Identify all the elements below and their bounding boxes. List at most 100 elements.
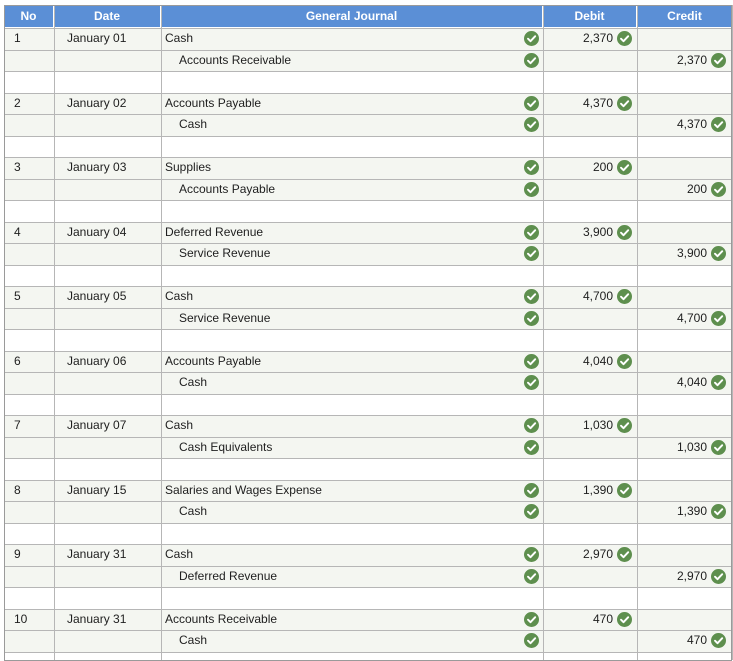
credit-account-field[interactable]: Deferred Revenue (179, 568, 278, 583)
row-divider (4, 157, 733, 158)
credit-amount-check-icon (711, 117, 726, 132)
debit-account-field[interactable]: Supplies (165, 160, 212, 174)
row-divider (4, 436, 733, 438)
credit-account-field[interactable]: Cash (179, 504, 208, 518)
row-divider (4, 522, 733, 524)
credit-account-field[interactable]: Cash (179, 117, 208, 131)
debit-account-field[interactable]: Cash (165, 418, 194, 432)
credit-amount-field[interactable]: 4,040 (676, 375, 707, 389)
entry-number: 8 (14, 482, 21, 497)
credit-amount-check-icon (711, 504, 726, 519)
row-divider (4, 92, 733, 94)
debit-account-check-icon (524, 224, 539, 240)
debit-amount-check-icon (617, 353, 632, 369)
row-background (4, 437, 732, 459)
debit-account-check-icon (524, 482, 539, 498)
debit-amount-check-icon (617, 160, 632, 175)
credit-amount-check-icon (711, 181, 726, 197)
credit-amount-check-icon (711, 633, 726, 648)
debit-amount-check-icon (617, 547, 632, 562)
row-background (4, 287, 732, 308)
debit-account-field[interactable]: Cash (165, 289, 194, 303)
header-debit: Debit (543, 5, 637, 27)
entry-date: January 31 (67, 547, 127, 561)
row-divider (4, 651, 733, 653)
row-background (4, 609, 732, 631)
entry-number: 6 (14, 353, 21, 368)
row-divider (4, 307, 733, 309)
credit-amount-field[interactable]: 1,030 (676, 439, 707, 454)
entry-date: January 15 (67, 482, 127, 497)
row-divider (4, 393, 733, 395)
header-date: Date (54, 5, 161, 27)
row-background (4, 308, 732, 330)
row-divider (4, 587, 733, 588)
credit-account-field[interactable]: Cash (179, 633, 208, 647)
credit-account-check-icon (524, 504, 539, 519)
debit-amount-field[interactable]: 4,700 (582, 289, 613, 303)
row-divider (4, 286, 733, 287)
row-background (4, 115, 732, 136)
column-divider (543, 5, 544, 660)
credit-account-field[interactable]: Service Revenue (179, 246, 271, 260)
column-divider (4, 5, 5, 660)
debit-account-field[interactable]: Deferred Revenue (165, 224, 264, 239)
debit-amount-field[interactable]: 2,370 (582, 31, 613, 45)
debit-amount-check-icon (617, 95, 632, 111)
debit-amount-field[interactable]: 4,040 (582, 353, 613, 368)
debit-account-check-icon (524, 289, 539, 304)
credit-amount-field[interactable]: 2,970 (676, 568, 707, 583)
row-divider (4, 264, 733, 266)
row-background (4, 50, 732, 72)
row-divider (4, 329, 733, 330)
debit-account-check-icon (524, 611, 539, 627)
debit-amount-check-icon (617, 224, 632, 240)
debit-amount-field[interactable]: 470 (592, 611, 613, 626)
debit-account-field[interactable]: Accounts Receivable (165, 611, 278, 626)
column-divider (637, 5, 638, 660)
row-divider (4, 372, 733, 373)
credit-account-check-icon (524, 568, 539, 584)
entry-date: January 04 (67, 224, 127, 239)
debit-account-field[interactable]: Cash (165, 31, 194, 45)
credit-amount-field[interactable]: 4,370 (676, 117, 707, 131)
credit-account-field[interactable]: Cash Equivalents (179, 439, 273, 454)
header-general-journal: General Journal (161, 5, 543, 27)
row-divider (4, 71, 733, 72)
debit-account-field[interactable]: Accounts Payable (165, 95, 262, 110)
credit-amount-field[interactable]: 470 (686, 633, 707, 647)
debit-amount-check-icon (617, 289, 632, 304)
credit-amount-field[interactable]: 200 (686, 181, 707, 196)
entry-number: 10 (14, 611, 28, 626)
row-divider (4, 608, 733, 610)
credit-account-check-icon (524, 633, 539, 648)
debit-amount-field[interactable]: 2,970 (582, 547, 613, 561)
row-background (4, 93, 732, 115)
row-divider (4, 565, 733, 567)
credit-amount-field[interactable]: 4,700 (676, 310, 707, 325)
debit-account-field[interactable]: Accounts Payable (165, 353, 262, 368)
debit-account-field[interactable]: Cash (165, 547, 194, 561)
entry-date: January 03 (67, 160, 127, 174)
credit-account-check-icon (524, 246, 539, 261)
debit-amount-field[interactable]: 3,900 (582, 224, 613, 239)
debit-account-field[interactable]: Salaries and Wages Expense (165, 482, 322, 497)
credit-amount-field[interactable]: 3,900 (676, 246, 707, 260)
credit-amount-field[interactable]: 1,390 (676, 504, 707, 518)
credit-account-field[interactable]: Accounts Payable (179, 181, 276, 196)
credit-amount-check-icon (711, 310, 726, 326)
debit-amount-field[interactable]: 1,030 (582, 418, 613, 432)
column-divider (161, 5, 162, 660)
credit-account-field[interactable]: Cash (179, 375, 208, 389)
debit-amount-field[interactable]: 4,370 (582, 95, 613, 110)
credit-account-field[interactable]: Service Revenue (179, 310, 271, 325)
entry-date: January 01 (67, 31, 127, 45)
debit-account-check-icon (524, 418, 539, 433)
debit-amount-field[interactable]: 1,390 (582, 482, 613, 497)
credit-account-field[interactable]: Accounts Receivable (179, 52, 292, 67)
credit-amount-check-icon (711, 568, 726, 584)
row-background (4, 244, 732, 265)
entry-date: January 05 (67, 289, 127, 303)
debit-amount-field[interactable]: 200 (592, 160, 613, 174)
credit-amount-field[interactable]: 2,370 (676, 52, 707, 67)
